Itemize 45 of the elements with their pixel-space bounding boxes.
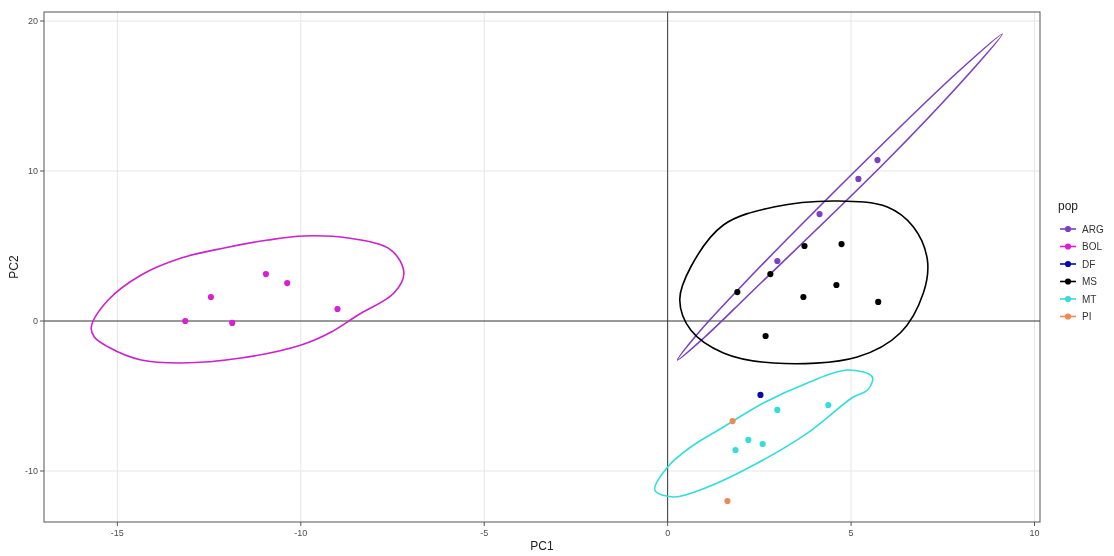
point bbox=[729, 417, 736, 425]
point bbox=[874, 156, 881, 164]
legend-label: ARG bbox=[1082, 223, 1104, 235]
y-tick-label: 0 bbox=[32, 316, 38, 326]
legend-label: DF bbox=[1082, 258, 1096, 270]
y-tick-label: 20 bbox=[27, 16, 38, 26]
point bbox=[767, 270, 774, 278]
x-tick-label: 0 bbox=[665, 528, 671, 538]
point bbox=[833, 281, 840, 289]
point bbox=[800, 293, 807, 301]
x-axis-title: PC1 bbox=[530, 539, 554, 553]
point bbox=[732, 446, 739, 454]
point bbox=[229, 319, 236, 327]
point bbox=[855, 175, 862, 183]
point bbox=[816, 210, 823, 218]
x-tick-label: -15 bbox=[110, 528, 124, 538]
point bbox=[182, 317, 189, 325]
legend-label: MS bbox=[1082, 276, 1098, 287]
point bbox=[801, 242, 808, 250]
point bbox=[262, 270, 270, 278]
point bbox=[745, 436, 752, 444]
point bbox=[734, 288, 741, 296]
point bbox=[774, 406, 781, 414]
x-tick-label: -10 bbox=[294, 528, 308, 538]
point bbox=[762, 332, 769, 340]
point bbox=[875, 298, 882, 306]
y-tick-label: -10 bbox=[24, 466, 38, 476]
point bbox=[759, 440, 766, 448]
point bbox=[284, 279, 291, 287]
legend-label: BOL bbox=[1082, 241, 1103, 252]
point bbox=[207, 293, 215, 301]
point bbox=[825, 401, 832, 409]
legend-label: PI bbox=[1082, 311, 1092, 322]
legend-label: MT bbox=[1082, 293, 1097, 305]
point bbox=[757, 391, 764, 399]
y-axis-title: PC2 bbox=[7, 255, 21, 279]
legend-title: pop bbox=[1058, 199, 1079, 213]
x-tick-label: 5 bbox=[848, 528, 854, 538]
point bbox=[838, 240, 845, 248]
point bbox=[774, 257, 781, 265]
x-tick-label: -5 bbox=[480, 528, 489, 538]
x-tick-label: 10 bbox=[1029, 528, 1040, 538]
point bbox=[724, 497, 731, 505]
y-tick-label: 10 bbox=[27, 166, 38, 176]
point bbox=[334, 305, 341, 313]
